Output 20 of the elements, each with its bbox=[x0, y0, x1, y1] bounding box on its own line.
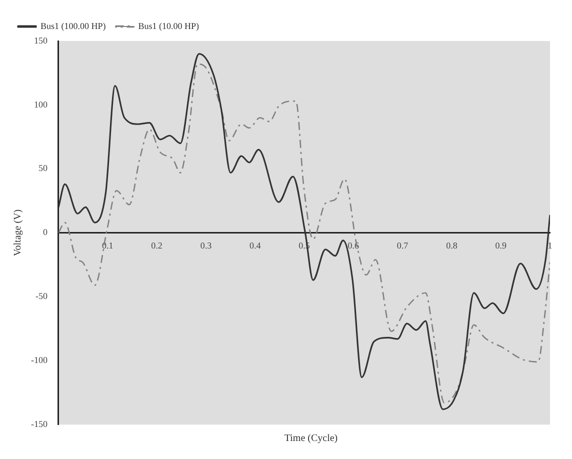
legend-label: Bus1 (10.00 HP) bbox=[138, 20, 200, 31]
y-tick-label: -100 bbox=[30, 355, 48, 366]
y-tick-label: 50 bbox=[38, 163, 48, 174]
y-tick-label: 0 bbox=[42, 227, 48, 238]
x-tick-label: 0.2 bbox=[151, 240, 162, 251]
x-tick-label: 1 bbox=[548, 240, 552, 251]
x-tick-label: 0.4 bbox=[249, 240, 262, 251]
y-tick-label: 150 bbox=[34, 35, 48, 46]
x-tick-label: 0.1 bbox=[102, 240, 114, 251]
x-tick-label: 0.9 bbox=[495, 240, 507, 251]
x-tick-label: 0.6 bbox=[348, 240, 360, 251]
y-tick-label: -50 bbox=[35, 291, 48, 302]
x-tick-label: 0.7 bbox=[396, 240, 409, 251]
legend-label: Bus1 (100.00 HP) bbox=[40, 20, 106, 31]
x-axis-title: Time (Cycle) bbox=[283, 433, 339, 444]
y-axis-title: Voltage (V) bbox=[12, 209, 24, 256]
y-tick-label: -150 bbox=[30, 418, 48, 429]
x-tick-label: 0.8 bbox=[446, 240, 458, 251]
x-tick-label: 0.3 bbox=[200, 240, 212, 251]
y-tick-label: 100 bbox=[34, 99, 48, 110]
